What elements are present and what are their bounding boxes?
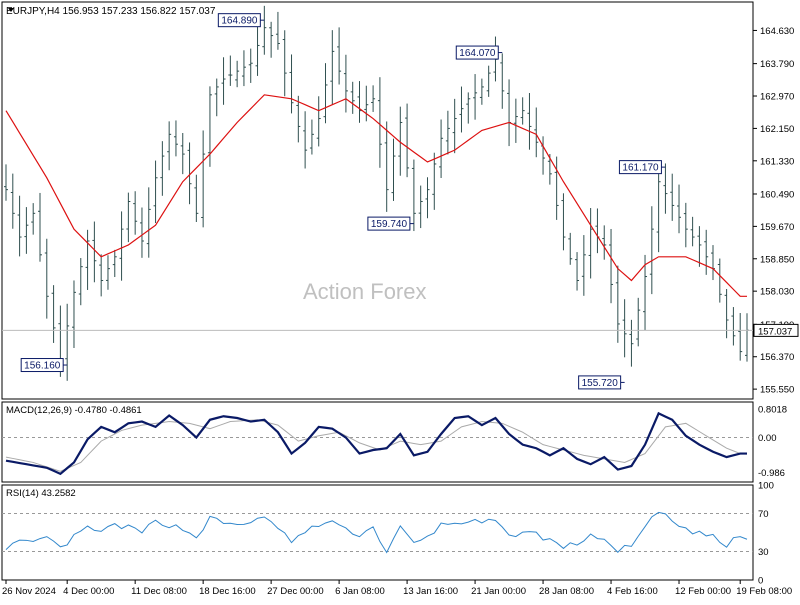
price-tick-label: 158.850 <box>760 254 794 265</box>
price-tick-label: 158.030 <box>760 287 794 298</box>
current-price-label: 157.037 <box>758 326 792 337</box>
annotation-box <box>578 375 622 390</box>
macd-tick-label: 0.8018 <box>758 405 787 416</box>
price-tick-label: 164.630 <box>760 26 794 37</box>
macd-title: MACD(12,26,9) -0.4780 -0.4861 <box>6 405 142 416</box>
dropdown-triangle-icon <box>8 8 14 12</box>
price-tick-label: 163.790 <box>760 59 794 70</box>
annotation-box <box>217 13 261 28</box>
panel-frame-rsi <box>1 484 754 581</box>
x-tick-label: 11 Dec 08:00 <box>131 586 187 597</box>
rsi-tick-label: 100 <box>758 481 774 492</box>
chart-title: EURJPY,H4 156.953 157.233 156.822 157.03… <box>6 6 216 17</box>
current-price-box <box>753 323 799 337</box>
x-tick-label: 12 Feb 00:00 <box>675 586 731 597</box>
annotation-box <box>618 160 662 175</box>
panel-frame-price <box>1 1 754 400</box>
rsi-line <box>5 511 748 554</box>
watermark: Action Forex <box>303 279 427 304</box>
x-tick-label: 19 Feb 08:00 <box>736 586 792 597</box>
annotation-label: 156.160 <box>24 361 61 372</box>
rsi-tick-label: 70 <box>758 509 769 520</box>
rsi-tick-label: 0 <box>758 576 763 587</box>
price-tick-label: 159.670 <box>760 222 794 233</box>
macd-tick-label: -0.986 <box>758 468 785 479</box>
annotation-box <box>455 45 499 60</box>
x-tick-label: 4 Feb 16:00 <box>607 586 658 597</box>
rsi-title: RSI(14) 43.2582 <box>6 488 76 499</box>
x-tick-label: 28 Jan 08:00 <box>539 586 594 597</box>
price-tick-label: 155.550 <box>760 385 794 396</box>
x-tick-label: 13 Jan 16:00 <box>403 586 458 597</box>
annotation-label: 164.890 <box>221 16 258 27</box>
x-tick-label: 18 Dec 16:00 <box>199 586 256 597</box>
price-tick-label: 162.150 <box>760 124 794 135</box>
panel-frame-macd <box>1 401 754 483</box>
annotation-label: 161.170 <box>622 163 659 174</box>
price-tick-label: 156.370 <box>760 352 794 363</box>
macd-line <box>5 411 747 476</box>
x-tick-label: 21 Jan 00:00 <box>471 586 526 597</box>
macd-tick-label: 0.00 <box>758 433 777 444</box>
price-tick-label: 160.490 <box>760 189 794 200</box>
annotation-box <box>20 358 64 373</box>
annotation-box <box>367 216 411 231</box>
x-tick-label: 6 Jan 08:00 <box>335 586 385 597</box>
macd-signal-line <box>5 419 747 472</box>
x-tick-label: 27 Dec 00:00 <box>267 586 324 597</box>
x-tick-label: 4 Dec 00:00 <box>63 586 114 597</box>
x-tick-label: 26 Nov 2024 <box>2 586 56 597</box>
annotation-label: 159.740 <box>371 219 408 230</box>
price-tick-label: 161.330 <box>760 156 794 167</box>
rsi-tick-label: 30 <box>758 547 769 558</box>
price-tick-label: 162.970 <box>760 92 794 103</box>
annotation-label: 155.720 <box>582 378 619 389</box>
annotation-label: 164.070 <box>459 48 496 59</box>
moving-average-line <box>5 94 747 297</box>
